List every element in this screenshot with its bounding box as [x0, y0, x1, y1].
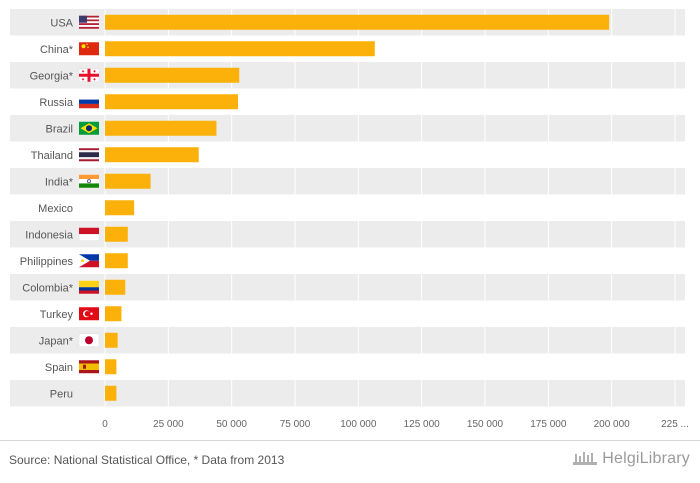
bar: [105, 253, 128, 269]
flag-brazil-icon: [79, 121, 99, 135]
footer: Source: National Statistical Office, * D…: [0, 440, 700, 483]
category-label: Georgia*: [30, 70, 74, 82]
category-label: Turkey: [40, 309, 74, 321]
flag-india-icon: [79, 174, 99, 188]
x-tick-label: 25 000: [153, 419, 184, 430]
x-tick-label: 150 000: [467, 419, 504, 430]
flag-china-icon: [79, 42, 99, 56]
flag-philippines-icon: [79, 254, 99, 268]
category-labels: USA China* Georgia* Russia Brazil Thailand Ind…: [20, 17, 74, 400]
flag-georgia-icon: [78, 68, 100, 82]
bars: [105, 14, 610, 401]
bar: [105, 41, 375, 57]
category-label: Colombia*: [22, 282, 73, 294]
category-label: Spain: [45, 362, 73, 374]
bar: [105, 332, 118, 348]
category-label: Philippines: [20, 256, 74, 268]
bar: [105, 279, 126, 295]
flag-indonesia-icon: [78, 227, 100, 241]
x-tick-label: 0: [102, 419, 108, 430]
x-tick-label: 125 000: [404, 419, 441, 430]
flag-spain-icon: [79, 360, 99, 374]
bar: [105, 14, 610, 30]
bar: [105, 173, 151, 189]
x-axis-ticks: 0 25 000 50 000 75 000 100 000 125 000 150 000…: [102, 419, 689, 430]
category-label: Russia: [39, 97, 74, 109]
x-tick-label: 225 ...: [661, 419, 689, 430]
category-label: Peru: [50, 388, 73, 400]
category-label: Brazil: [45, 123, 73, 135]
category-label: Thailand: [31, 150, 73, 162]
country-flags: [78, 15, 100, 374]
bar-chart: USA China* Georgia* Russia Brazil Thailand Ind…: [10, 9, 689, 430]
x-tick-label: 200 000: [594, 419, 631, 430]
brand[interactable]: HelgiLibrary: [572, 450, 690, 468]
category-label: China*: [40, 44, 74, 56]
bar: [105, 385, 117, 401]
category-label: Japan*: [39, 335, 74, 347]
bar: [105, 147, 199, 163]
flag-russia-icon: [79, 95, 99, 109]
flag-japan-icon: [78, 333, 100, 347]
category-label: USA: [50, 17, 73, 29]
row-stripe: [10, 380, 685, 407]
source-note: Source: National Statistical Office, * D…: [9, 453, 285, 467]
flag-thailand-icon: [79, 148, 99, 162]
category-label: Mexico: [38, 203, 73, 215]
flag-colombia-icon: [79, 280, 99, 294]
category-label: Indonesia: [25, 229, 74, 241]
bar: [105, 226, 128, 242]
bar: [105, 120, 217, 136]
row-stripe: [10, 327, 685, 354]
x-tick-label: 50 000: [216, 419, 247, 430]
x-tick-label: 100 000: [340, 419, 377, 430]
bar: [105, 306, 122, 322]
bar: [105, 200, 135, 216]
x-tick-label: 75 000: [280, 419, 311, 430]
bar: [105, 67, 240, 83]
bar: [105, 359, 117, 375]
helgi-library-logo-icon: [573, 452, 598, 465]
bar: [105, 94, 238, 110]
flag-turkey-icon: [79, 307, 99, 321]
flag-usa-icon: [79, 15, 99, 29]
x-tick-label: 175 000: [530, 419, 567, 430]
category-label: India*: [45, 176, 74, 188]
brand-name: HelgiLibrary: [602, 450, 690, 467]
